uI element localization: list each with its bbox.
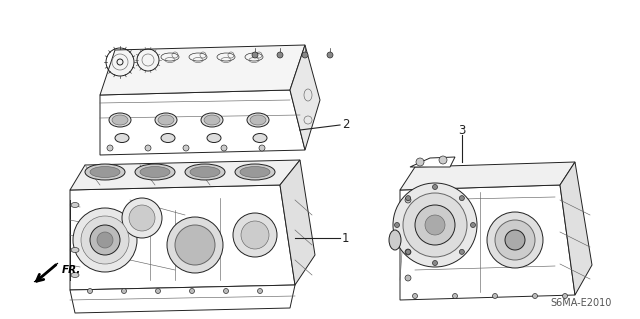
Circle shape <box>460 196 465 201</box>
Ellipse shape <box>109 113 131 127</box>
Polygon shape <box>70 185 295 290</box>
Circle shape <box>81 216 129 264</box>
Circle shape <box>433 261 438 265</box>
Ellipse shape <box>71 203 79 207</box>
Circle shape <box>406 196 411 201</box>
Polygon shape <box>400 162 575 190</box>
Circle shape <box>470 222 476 227</box>
Ellipse shape <box>135 164 175 180</box>
Polygon shape <box>70 160 300 190</box>
Circle shape <box>563 293 568 299</box>
Circle shape <box>415 205 455 245</box>
Polygon shape <box>70 285 295 313</box>
Ellipse shape <box>247 113 269 127</box>
Circle shape <box>495 220 535 260</box>
Circle shape <box>505 230 525 250</box>
Circle shape <box>532 293 538 299</box>
Circle shape <box>122 198 162 238</box>
Circle shape <box>156 288 161 293</box>
Polygon shape <box>100 45 305 95</box>
Circle shape <box>122 288 127 293</box>
Ellipse shape <box>207 133 221 143</box>
Circle shape <box>257 288 262 293</box>
Circle shape <box>259 145 265 151</box>
Circle shape <box>233 213 277 257</box>
Circle shape <box>167 217 223 273</box>
Circle shape <box>433 184 438 189</box>
Ellipse shape <box>140 167 170 177</box>
Ellipse shape <box>71 248 79 253</box>
Circle shape <box>403 193 467 257</box>
Ellipse shape <box>185 164 225 180</box>
Ellipse shape <box>204 115 220 125</box>
Circle shape <box>73 208 137 272</box>
Circle shape <box>97 232 113 248</box>
Polygon shape <box>290 45 320 150</box>
Circle shape <box>221 145 227 151</box>
Text: S6MA-E2010: S6MA-E2010 <box>550 298 612 308</box>
Circle shape <box>413 293 417 299</box>
Circle shape <box>405 275 411 281</box>
Polygon shape <box>400 185 575 300</box>
Circle shape <box>223 288 228 293</box>
Circle shape <box>393 183 477 267</box>
Ellipse shape <box>190 167 220 177</box>
Ellipse shape <box>250 115 266 125</box>
Circle shape <box>405 197 411 203</box>
Text: FR.: FR. <box>62 265 81 275</box>
Circle shape <box>189 288 195 293</box>
Circle shape <box>90 225 120 255</box>
Ellipse shape <box>201 113 223 127</box>
Circle shape <box>252 52 258 58</box>
Circle shape <box>394 222 399 227</box>
Text: 2: 2 <box>342 117 349 130</box>
Ellipse shape <box>85 164 125 180</box>
Circle shape <box>452 293 458 299</box>
Circle shape <box>327 52 333 58</box>
Polygon shape <box>100 90 305 155</box>
Ellipse shape <box>155 113 177 127</box>
Circle shape <box>302 52 308 58</box>
Ellipse shape <box>158 115 174 125</box>
Circle shape <box>175 225 215 265</box>
Circle shape <box>439 156 447 164</box>
Circle shape <box>493 293 497 299</box>
Circle shape <box>405 249 411 255</box>
Ellipse shape <box>71 272 79 278</box>
Circle shape <box>183 145 189 151</box>
Circle shape <box>241 221 269 249</box>
Ellipse shape <box>389 230 401 250</box>
Polygon shape <box>410 157 455 167</box>
Circle shape <box>129 205 155 231</box>
Circle shape <box>405 223 411 229</box>
Ellipse shape <box>235 164 275 180</box>
Circle shape <box>406 249 411 254</box>
Circle shape <box>460 249 465 254</box>
Ellipse shape <box>240 167 270 177</box>
Polygon shape <box>280 160 315 285</box>
Circle shape <box>88 288 93 293</box>
Circle shape <box>277 52 283 58</box>
Ellipse shape <box>115 133 129 143</box>
Circle shape <box>425 215 445 235</box>
Ellipse shape <box>161 133 175 143</box>
Ellipse shape <box>253 133 267 143</box>
Polygon shape <box>34 263 58 282</box>
Circle shape <box>145 145 151 151</box>
Ellipse shape <box>112 115 128 125</box>
Circle shape <box>107 145 113 151</box>
Ellipse shape <box>90 167 120 177</box>
Polygon shape <box>560 162 592 295</box>
Circle shape <box>487 212 543 268</box>
Text: 3: 3 <box>458 123 466 137</box>
Circle shape <box>416 158 424 166</box>
Text: 1: 1 <box>342 232 349 244</box>
